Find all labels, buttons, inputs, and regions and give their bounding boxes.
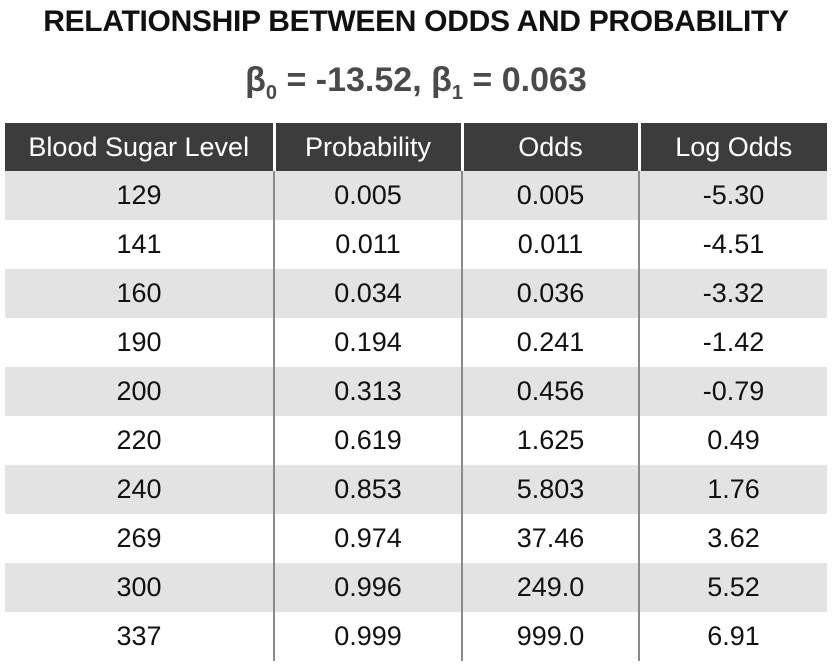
cell-log-odds: 6.91 bbox=[638, 612, 827, 661]
cell-probability: 0.996 bbox=[273, 563, 462, 612]
cell-probability: 0.853 bbox=[273, 465, 462, 514]
column-header-odds: Odds bbox=[460, 123, 639, 171]
cell-probability: 0.005 bbox=[273, 171, 462, 220]
table-row: 220 0.619 1.625 0.49 bbox=[5, 416, 827, 465]
table-row: 200 0.313 0.456 -0.79 bbox=[5, 367, 827, 416]
cell-log-odds: 0.49 bbox=[638, 416, 827, 465]
column-header-log-odds: Log Odds bbox=[637, 123, 827, 171]
cell-odds: 0.241 bbox=[461, 318, 639, 367]
beta-1-subscript: 1 bbox=[451, 82, 463, 104]
coefficients-subtitle: β0 = -13.52, β1 = 0.063 bbox=[0, 60, 832, 103]
cell-blood-sugar-level: 160 bbox=[5, 269, 274, 318]
cell-probability: 0.999 bbox=[273, 612, 462, 661]
cell-odds: 1.625 bbox=[461, 416, 639, 465]
cell-blood-sugar-level: 220 bbox=[5, 416, 274, 465]
cell-blood-sugar-level: 129 bbox=[5, 171, 274, 220]
beta-0-subscript: 0 bbox=[265, 82, 278, 104]
cell-log-odds: -1.42 bbox=[638, 318, 827, 367]
table-header-row: Blood Sugar Level Probability Odds Log O… bbox=[5, 123, 827, 171]
beta-symbol: β bbox=[431, 61, 452, 99]
cell-blood-sugar-level: 337 bbox=[5, 612, 274, 661]
table-row: 240 0.853 5.803 1.76 bbox=[5, 465, 827, 514]
beta-symbol: β bbox=[245, 61, 266, 99]
cell-probability: 0.974 bbox=[273, 514, 462, 563]
page-title: RELATIONSHIP BETWEEN ODDS AND PROBABILIT… bbox=[43, 5, 789, 38]
odds-probability-table: Blood Sugar Level Probability Odds Log O… bbox=[5, 123, 827, 661]
beta-0-value: = -13.52, bbox=[277, 61, 432, 99]
cell-log-odds: 1.76 bbox=[638, 465, 827, 514]
table-row: 269 0.974 37.46 3.62 bbox=[5, 514, 827, 563]
cell-probability: 0.034 bbox=[273, 269, 462, 318]
cell-log-odds: -5.30 bbox=[638, 171, 827, 220]
cell-log-odds: -4.51 bbox=[638, 220, 827, 269]
table-row: 160 0.034 0.036 -3.32 bbox=[5, 269, 827, 318]
cell-blood-sugar-level: 200 bbox=[5, 367, 274, 416]
cell-blood-sugar-level: 300 bbox=[5, 563, 274, 612]
cell-probability: 0.313 bbox=[273, 367, 462, 416]
cell-log-odds: 5.52 bbox=[638, 563, 827, 612]
cell-probability: 0.619 bbox=[273, 416, 462, 465]
cell-probability: 0.011 bbox=[273, 220, 462, 269]
table-body: 129 0.005 0.005 -5.30 141 0.011 0.011 -4… bbox=[5, 171, 827, 661]
cell-odds: 37.46 bbox=[461, 514, 639, 563]
column-header-probability: Probability bbox=[272, 123, 462, 171]
cell-odds: 5.803 bbox=[461, 465, 639, 514]
cell-odds: 0.456 bbox=[461, 367, 639, 416]
table-row: 129 0.005 0.005 -5.30 bbox=[5, 171, 827, 220]
cell-blood-sugar-level: 141 bbox=[5, 220, 274, 269]
cell-odds: 0.036 bbox=[461, 269, 639, 318]
cell-odds: 249.0 bbox=[461, 563, 639, 612]
cell-probability: 0.194 bbox=[273, 318, 462, 367]
cell-blood-sugar-level: 240 bbox=[5, 465, 274, 514]
cell-log-odds: -3.32 bbox=[638, 269, 827, 318]
cell-log-odds: -0.79 bbox=[638, 367, 827, 416]
table-row: 300 0.996 249.0 5.52 bbox=[5, 563, 827, 612]
cell-odds: 999.0 bbox=[461, 612, 639, 661]
cell-odds: 0.005 bbox=[461, 171, 639, 220]
table-row: 190 0.194 0.241 -1.42 bbox=[5, 318, 827, 367]
beta-1-value: = 0.063 bbox=[462, 61, 587, 99]
cell-log-odds: 3.62 bbox=[638, 514, 827, 563]
table-row: 337 0.999 999.0 6.91 bbox=[5, 612, 827, 661]
cell-odds: 0.011 bbox=[461, 220, 639, 269]
cell-blood-sugar-level: 190 bbox=[5, 318, 274, 367]
column-header-blood-sugar-level: Blood Sugar Level bbox=[5, 123, 274, 171]
cell-blood-sugar-level: 269 bbox=[5, 514, 274, 563]
table-row: 141 0.011 0.011 -4.51 bbox=[5, 220, 827, 269]
